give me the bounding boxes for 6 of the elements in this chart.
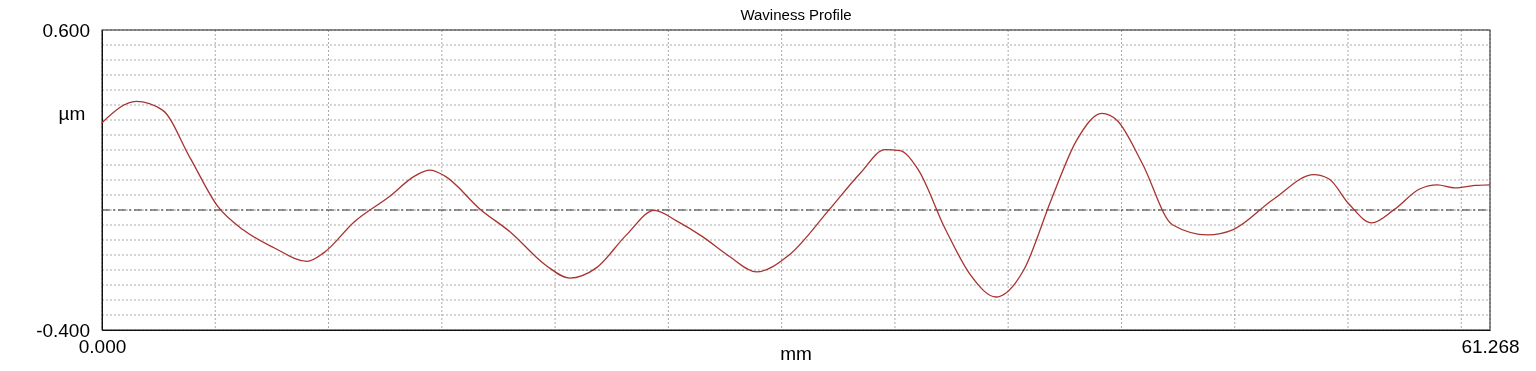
x-axis-title: mm: [780, 343, 812, 364]
x-tick-label: 61.268: [1461, 336, 1520, 358]
y-axis-title: µm: [58, 103, 86, 124]
line-series: [101, 100, 1491, 298]
y-tick-label: 0.600: [42, 19, 90, 41]
chart-title: Waviness Profile: [740, 6, 852, 23]
